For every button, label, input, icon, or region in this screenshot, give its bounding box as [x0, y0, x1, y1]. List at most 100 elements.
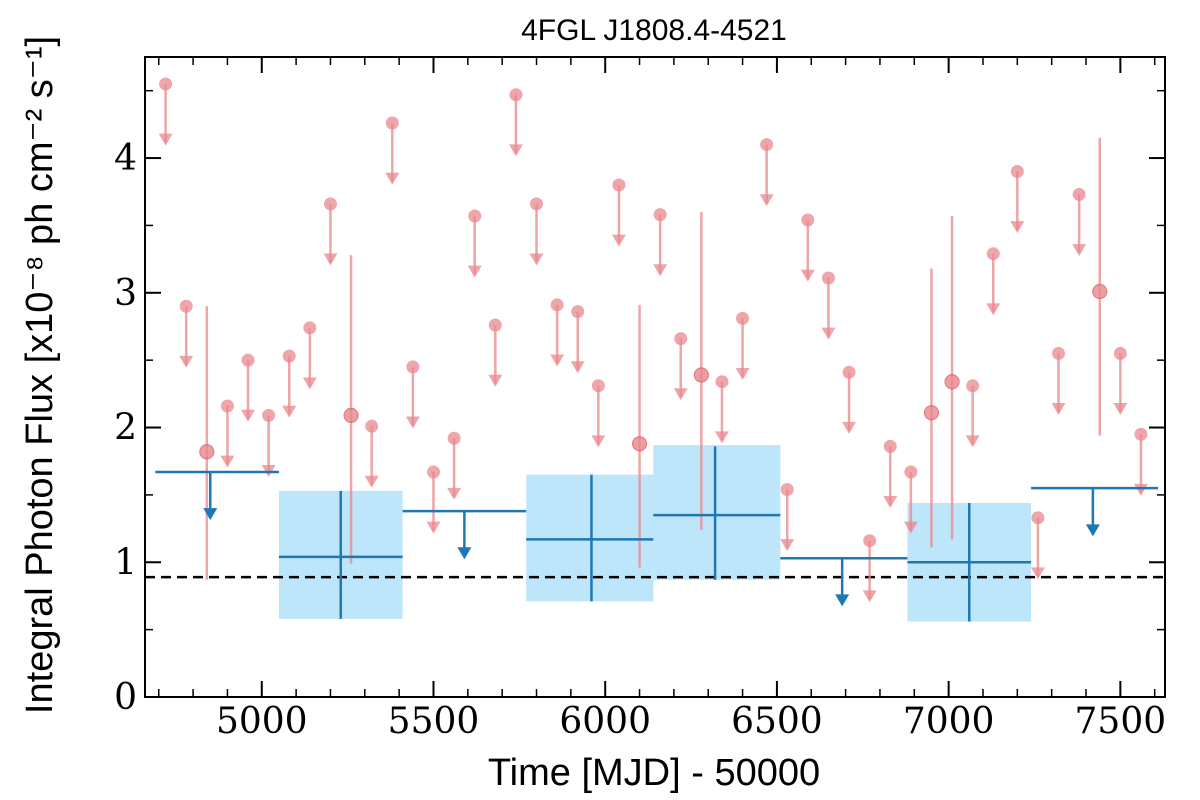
coarse-upper-limit-arrow [203, 508, 218, 521]
x-tick-label: 7500 [1075, 701, 1167, 742]
fine-upper-limit-arrow [323, 253, 338, 266]
fine-upper-limit-point [323, 197, 337, 211]
x-tick-label: 7000 [903, 701, 995, 742]
fine-upper-limit-point [365, 419, 379, 433]
fine-upper-limit-point [220, 399, 234, 413]
y-tick-label: 4 [114, 138, 137, 179]
fine-upper-limit-point [159, 77, 173, 91]
plot-area: 5000 5500 6000 6500 7000 7500 0 1 2 3 4 [114, 56, 1167, 742]
fine-upper-limit-point [550, 298, 564, 312]
fine-upper-limit-point [780, 483, 794, 497]
fine-upper-limit-arrow [611, 234, 626, 247]
fine-upper-limit-point [801, 213, 815, 227]
fine-upper-limit-point [406, 360, 420, 374]
fine-upper-limit-point [282, 349, 296, 363]
fine-detection-point [693, 367, 709, 383]
coarse-band [653, 445, 781, 580]
fine-upper-limit-arrow [862, 590, 877, 603]
coarse-upper-limit-arrow [1085, 524, 1100, 537]
fine-upper-limit-arrow [1010, 221, 1025, 234]
fine-upper-limit-point [1031, 511, 1045, 525]
x-axis-label: Time [MJD] - 50000 [488, 752, 820, 794]
fine-upper-limit-arrow [1113, 403, 1128, 416]
fine-upper-limit-arrow [1051, 403, 1066, 416]
coarse-band [526, 474, 654, 602]
fine-upper-limit-arrow [1072, 244, 1087, 257]
y-tick-label: 1 [114, 542, 137, 583]
fine-upper-limit-arrow [714, 431, 729, 444]
fine-upper-limit-point [179, 299, 193, 313]
x-tick-label: 5000 [216, 701, 308, 742]
fine-upper-limit-arrow [735, 368, 750, 381]
fine-upper-limit-point [653, 208, 667, 222]
fine-upper-limit-point [715, 375, 729, 389]
fine-upper-limit-point [674, 332, 688, 346]
fine-upper-limit-arrow [986, 303, 1001, 316]
fine-upper-limit-arrow [529, 253, 544, 266]
fine-upper-limit-arrow [241, 409, 256, 422]
fine-upper-limit-point [1010, 165, 1024, 179]
fine-upper-limit-arrow [302, 377, 317, 390]
fine-upper-limit-arrow [405, 416, 420, 429]
fine-upper-limit-point [426, 465, 440, 479]
fine-upper-limit-arrow [1133, 483, 1148, 496]
y-tick-label: 3 [114, 273, 137, 314]
fine-upper-limit-point [1052, 346, 1066, 360]
x-tick-label: 6500 [731, 701, 823, 742]
fine-upper-limit-arrow [467, 265, 482, 278]
fine-upper-limit-point [883, 439, 897, 453]
fine-upper-limit-point [1113, 346, 1127, 360]
fine-upper-limit-arrow [385, 172, 400, 185]
x-tick-label: 6000 [559, 701, 651, 742]
chart-title: 4FGL J1808.4-4521 [521, 14, 787, 47]
y-axis-label: Integral Photon Flux [x10⁻⁸ ph cm⁻² s⁻¹] [19, 36, 61, 714]
fine-upper-limit-point [468, 209, 482, 223]
fine-upper-limit-point [571, 305, 585, 319]
fine-upper-limit-arrow [1030, 567, 1045, 580]
fine-upper-limit-point [821, 271, 835, 285]
fine-upper-limit-arrow [426, 521, 441, 534]
fine-upper-limit-arrow [364, 475, 379, 488]
fine-upper-limit-point [612, 178, 626, 192]
fine-upper-limit-point [591, 379, 605, 393]
coarse-upper-limit-arrow [457, 547, 472, 560]
fine-upper-limit-point [509, 88, 523, 102]
fine-upper-limit-point [986, 247, 1000, 261]
fine-upper-limit-arrow [570, 361, 585, 374]
fine-upper-limit-point [1072, 187, 1086, 201]
plot-frame [144, 56, 1166, 698]
y-tick-label: 0 [114, 677, 137, 718]
fine-upper-limit-point [904, 465, 918, 479]
fine-upper-limit-point [385, 116, 399, 130]
fine-upper-limit-point [760, 138, 774, 152]
fine-upper-limit-point [1134, 427, 1148, 441]
fine-upper-limit-arrow [282, 405, 297, 418]
fine-upper-limit-arrow [759, 194, 774, 207]
fine-upper-limit-point [530, 197, 544, 211]
coarse-upper-limit-arrow [835, 594, 850, 607]
fine-upper-limit-point [262, 408, 276, 422]
fine-upper-limit-arrow [488, 374, 503, 387]
fine-detection-point [199, 444, 215, 460]
x-tick-label: 5500 [388, 701, 480, 742]
fine-upper-limit-arrow [780, 539, 795, 552]
fine-detection-point [923, 405, 940, 421]
y-tick-label: 2 [114, 408, 137, 449]
fine-upper-limit-point [966, 379, 980, 393]
fine-upper-limit-arrow [447, 487, 462, 500]
fine-detection-point [944, 374, 960, 390]
fine-upper-limit-point [736, 311, 750, 325]
fine-upper-limit-arrow [508, 144, 523, 157]
fine-upper-limit-point [241, 353, 255, 367]
fine-upper-limit-arrow [883, 496, 898, 509]
fine-upper-limit-arrow [550, 354, 565, 367]
fine-upper-limit-arrow [903, 521, 918, 534]
fine-upper-limit-arrow [821, 327, 836, 340]
fine-upper-limit-arrow [965, 435, 980, 448]
fine-upper-limit-arrow [673, 388, 688, 401]
data-layer [145, 77, 1165, 622]
fine-upper-limit-arrow [220, 455, 235, 468]
fine-upper-limit-arrow [800, 269, 815, 282]
fine-upper-limit-point [488, 318, 502, 332]
